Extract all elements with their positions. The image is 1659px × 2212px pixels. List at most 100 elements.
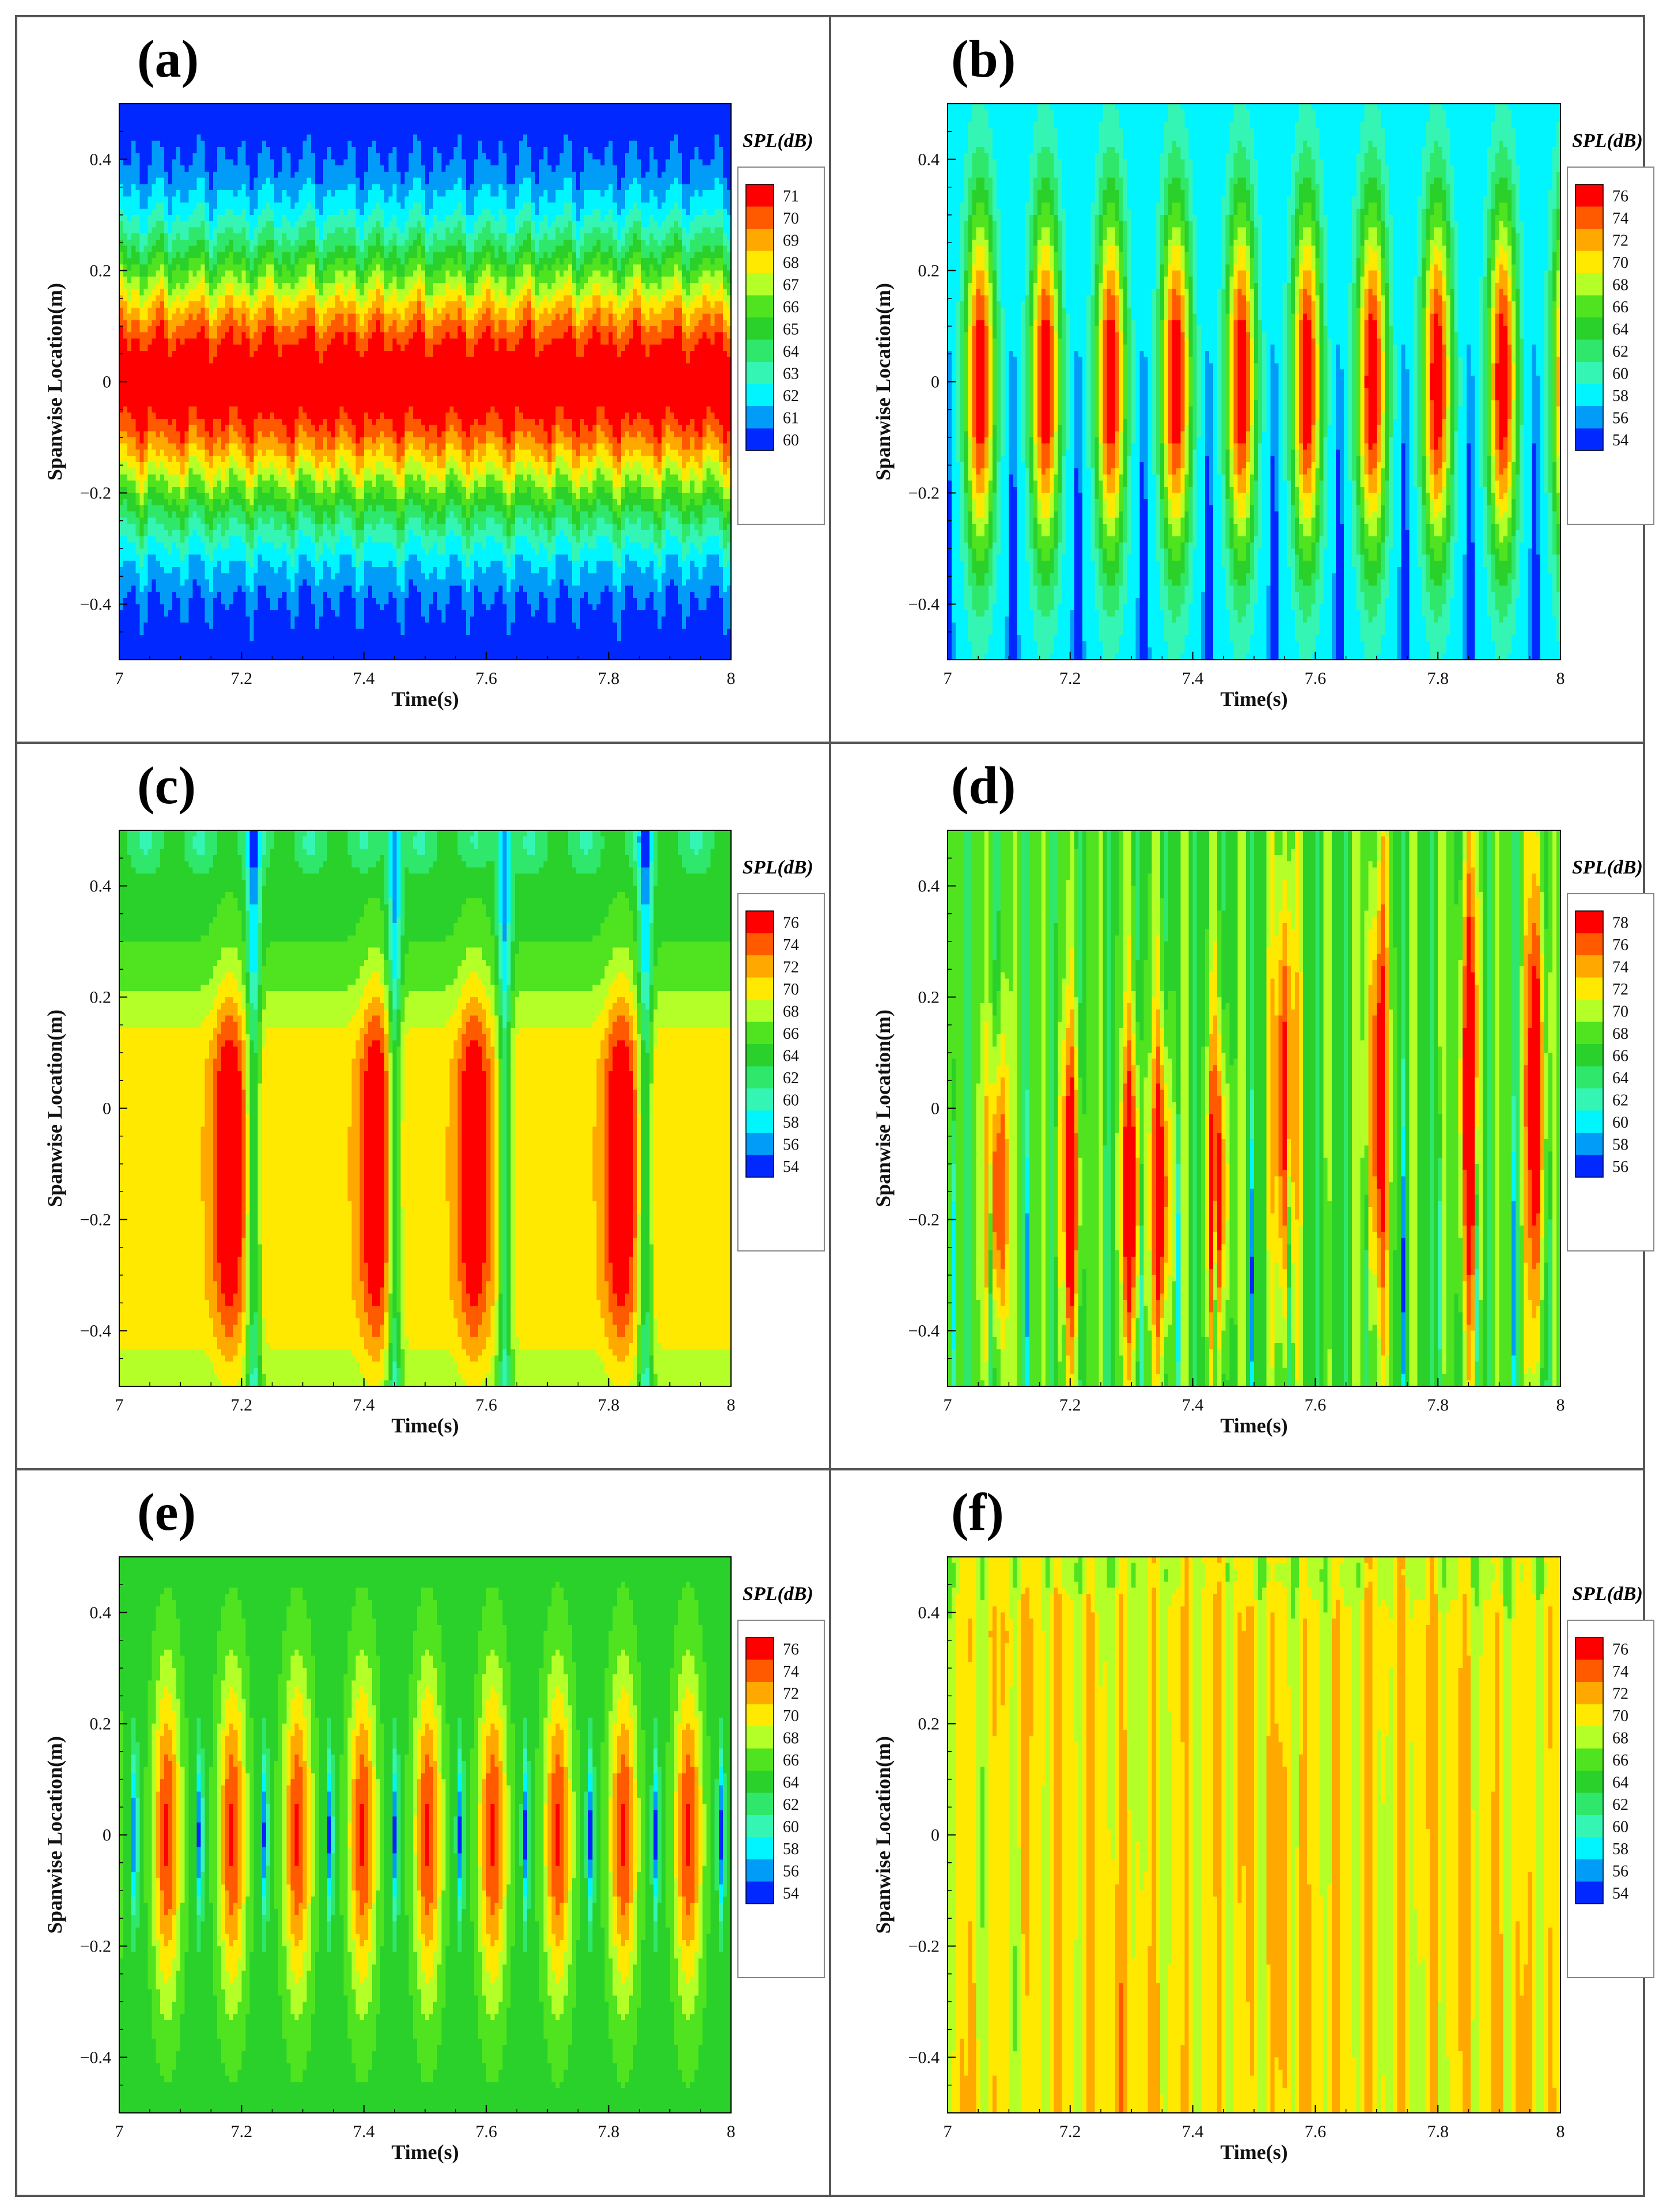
heatmap-cell: [347, 184, 356, 190]
heatmap-cell: [315, 203, 324, 209]
heatmap-cell: [637, 178, 674, 184]
heatmap-cell: [433, 221, 458, 228]
heatmap-cell: [131, 147, 136, 153]
heatmap-cell: [658, 240, 662, 246]
heatmap-cell: [600, 240, 617, 246]
heatmap-cell: [396, 160, 409, 166]
heatmap-cell: [119, 141, 132, 147]
heatmap-cell: [327, 215, 356, 221]
heatmap-cell: [515, 233, 528, 240]
heatmap-cell: [250, 184, 255, 190]
heatmap-cell: [119, 178, 140, 184]
heatmap-cell: [670, 141, 679, 147]
heatmap-cell: [401, 172, 406, 178]
heatmap-cell: [609, 141, 613, 147]
heatmap-cell: [148, 203, 157, 209]
heatmap-cell: [425, 190, 434, 196]
heatmap-cell: [584, 165, 617, 172]
heatmap-cell: [254, 227, 263, 233]
heatmap-cell: [172, 172, 209, 178]
heatmap-cell: [674, 203, 679, 209]
heatmap-cell: [364, 209, 373, 215]
heatmap-cell: [323, 246, 336, 252]
heatmap-cell: [539, 240, 564, 246]
heatmap-cell: [409, 227, 426, 233]
heatmap-cell: [515, 196, 532, 203]
heatmap-cell: [474, 196, 507, 203]
heatmap-cell: [702, 160, 711, 166]
heatmap-cell: [148, 233, 161, 240]
heatmap-cell: [605, 160, 613, 166]
heatmap-cell: [503, 209, 520, 215]
heatmap-cell: [380, 153, 389, 160]
heatmap-cell: [152, 160, 165, 166]
heatmap-cell: [576, 203, 585, 209]
heatmap-cell: [723, 196, 732, 203]
heatmap-cell: [396, 147, 413, 153]
heatmap-cell: [629, 141, 638, 147]
heatmap-cell: [572, 153, 585, 160]
heatmap-cell: [205, 209, 210, 215]
heatmap-cell: [564, 178, 573, 184]
heatmap-cell: [592, 227, 601, 233]
heatmap-cell: [356, 227, 361, 233]
heatmap-cell: [311, 147, 328, 153]
heatmap-cell: [139, 172, 148, 178]
heatmap-cell: [396, 221, 405, 228]
heatmap-cell: [564, 135, 569, 141]
heatmap-cell: [490, 240, 507, 246]
heatmap-cell: [417, 233, 422, 240]
heatmap-cell: [229, 240, 234, 246]
heatmap-cell: [449, 160, 466, 166]
heatmap-cell: [547, 196, 556, 203]
heatmap-cell: [205, 221, 210, 228]
heatmap-cell: [274, 221, 283, 228]
heatmap-cell: [462, 178, 467, 184]
heatmap-cell: [164, 227, 169, 233]
heatmap-cell: [519, 184, 532, 190]
heatmap-cell: [327, 147, 332, 153]
heatmap-cell: [278, 240, 283, 246]
heatmap-cell: [515, 165, 532, 172]
heatmap-cell: [135, 147, 152, 153]
heatmap-cell: [209, 246, 214, 252]
heatmap-cell: [164, 240, 169, 246]
heatmap-cell: [433, 165, 442, 172]
heatmap-cell: [413, 141, 422, 147]
heatmap-cell: [572, 196, 585, 203]
heatmap-cell: [498, 233, 507, 240]
heatmap-cell: [172, 227, 189, 233]
heatmap-cell: [539, 203, 564, 209]
heatmap-cell: [466, 227, 475, 233]
heatmap-cell: [392, 190, 397, 196]
heatmap-cell: [164, 221, 169, 228]
heatmap-cell: [213, 178, 250, 184]
heatmap-cell: [641, 209, 670, 215]
heatmap-cell: [662, 240, 675, 246]
heatmap-cell: [531, 184, 564, 190]
heatmap-cell: [405, 196, 426, 203]
heatmap-cell: [535, 227, 540, 233]
heatmap-cell: [356, 215, 369, 221]
heatmap-cell: [233, 209, 242, 215]
heatmap-cell: [274, 184, 303, 190]
heatmap-cell: [613, 233, 618, 240]
heatmap-cell: [225, 227, 234, 233]
heatmap-cell: [682, 221, 691, 228]
heatmap-cell: [613, 153, 626, 160]
heatmap-cell: [368, 165, 385, 172]
heatmap-cell: [429, 178, 458, 184]
heatmap-cell: [327, 153, 332, 160]
heatmap-cell: [462, 203, 467, 209]
heatmap-cell: [531, 190, 544, 196]
heatmap-cell: [690, 203, 723, 209]
heatmap-cell: [396, 215, 409, 221]
heatmap-cell: [458, 240, 463, 246]
heatmap-cell: [401, 178, 406, 184]
heatmap-cell: [347, 227, 356, 233]
heatmap-cell: [723, 184, 728, 190]
heatmap-cell: [168, 246, 173, 252]
heatmap-cell: [551, 221, 568, 228]
heatmap-cell: [409, 165, 426, 172]
heatmap-cell: [384, 209, 409, 215]
